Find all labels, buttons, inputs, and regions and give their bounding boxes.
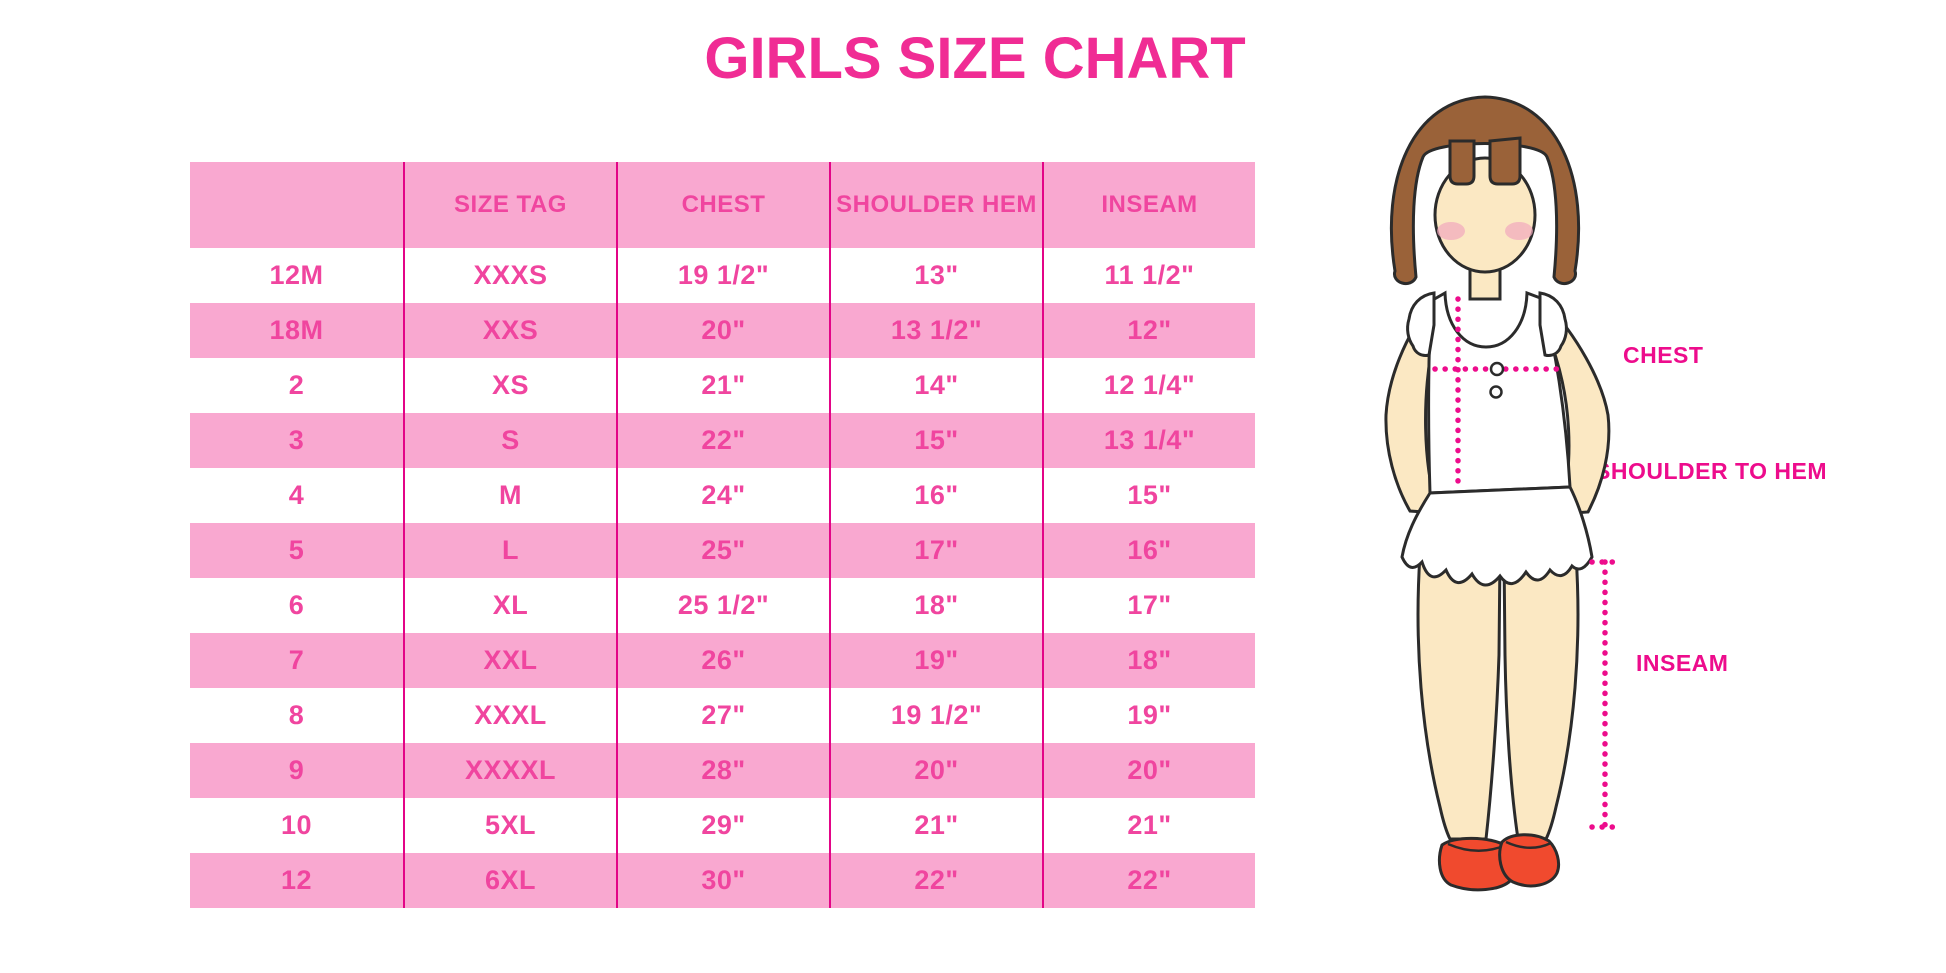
header-cell — [190, 162, 403, 248]
table-cell: 14" — [829, 358, 1042, 413]
table-cell: 16" — [1042, 523, 1255, 578]
table-cell: XXS — [403, 303, 616, 358]
label-shoulder-to-hem: SHOULDER TO HEM — [1595, 458, 1827, 484]
table-cell: 12 — [190, 853, 403, 908]
table-cell: 25 1/2" — [616, 578, 829, 633]
table-cell: 13 1/4" — [1042, 413, 1255, 468]
table-cell: 12 1/4" — [1042, 358, 1255, 413]
table-cell: XXXS — [403, 248, 616, 303]
girl-shoes — [1437, 833, 1561, 892]
header-cell: INSEAM — [1042, 162, 1255, 248]
table-cell: 22" — [829, 853, 1042, 908]
table-cell: 26" — [616, 633, 829, 688]
table-cell: M — [403, 468, 616, 523]
table-cell: 20" — [829, 743, 1042, 798]
table-cell: 13 1/2" — [829, 303, 1042, 358]
table-cell: 20" — [616, 303, 829, 358]
table-cell: XXXXL — [403, 743, 616, 798]
table-cell: 15" — [1042, 468, 1255, 523]
girl-bangs — [1448, 136, 1522, 186]
table-cell: 21" — [829, 798, 1042, 853]
table-cell: 21" — [1042, 798, 1255, 853]
girl-peplum-skirt — [1400, 485, 1594, 587]
table-cell: 25" — [616, 523, 829, 578]
girl-blush — [1437, 222, 1533, 240]
label-inseam: INSEAM — [1636, 650, 1729, 676]
girl-shoulder-ruffles — [1406, 291, 1568, 357]
table-cell: 13" — [829, 248, 1042, 303]
table-cell: 27" — [616, 688, 829, 743]
table-cell: 8 — [190, 688, 403, 743]
table-cell: 21" — [616, 358, 829, 413]
table-cell: XXL — [403, 633, 616, 688]
table-cell: 22" — [616, 413, 829, 468]
table-cell: 2 — [190, 358, 403, 413]
size-table: SIZE TAG CHEST SHOULDER HEM INSEAM 12M XXXS 19… — [190, 162, 1255, 908]
table-cell: 5 — [190, 523, 403, 578]
girl-hair — [1389, 95, 1581, 286]
table-cell: 16" — [829, 468, 1042, 523]
header-cell: SIZE TAG — [403, 162, 616, 248]
table-cell: 22" — [1042, 853, 1255, 908]
table-cell: 11 1/2" — [1042, 248, 1255, 303]
table-cell: 3 — [190, 413, 403, 468]
table-cell: 24" — [616, 468, 829, 523]
table-cell: 17" — [829, 523, 1042, 578]
table-cell: 17" — [1042, 578, 1255, 633]
table-cell: 6XL — [403, 853, 616, 908]
table-cell: 10 — [190, 798, 403, 853]
table-cell: 15" — [829, 413, 1042, 468]
table-cell: L — [403, 523, 616, 578]
table-cell: 19 1/2" — [829, 688, 1042, 743]
table-cell: 19" — [829, 633, 1042, 688]
table-cell: 5XL — [403, 798, 616, 853]
table-cell: XL — [403, 578, 616, 633]
table-cell: XS — [403, 358, 616, 413]
table-cell: 29" — [616, 798, 829, 853]
table-cell: 18" — [829, 578, 1042, 633]
table-cell: 12M — [190, 248, 403, 303]
table-cell: S — [403, 413, 616, 468]
header-cell: CHEST — [616, 162, 829, 248]
table-cell: 19 1/2" — [616, 248, 829, 303]
table-cell: 7 — [190, 633, 403, 688]
label-chest: CHEST — [1623, 342, 1704, 368]
table-cell: 28" — [616, 743, 829, 798]
table-cell: 18M — [190, 303, 403, 358]
girl-figure-illustration — [1384, 95, 1621, 892]
table-cell: 20" — [1042, 743, 1255, 798]
table-cell: 12" — [1042, 303, 1255, 358]
table-cell: 6 — [190, 578, 403, 633]
girl-face — [1433, 156, 1537, 274]
header-cell: SHOULDER HEM — [829, 162, 1042, 248]
table-cell: 30" — [616, 853, 829, 908]
table-cell: 19" — [1042, 688, 1255, 743]
girl-legs — [1416, 553, 1580, 841]
table-cell: XXXL — [403, 688, 616, 743]
page-title: GIRLS SIZE CHART — [704, 26, 1246, 91]
bodice-buttons — [1489, 361, 1505, 399]
table-cell: 4 — [190, 468, 403, 523]
table-cell: 9 — [190, 743, 403, 798]
table-cell: 18" — [1042, 633, 1255, 688]
